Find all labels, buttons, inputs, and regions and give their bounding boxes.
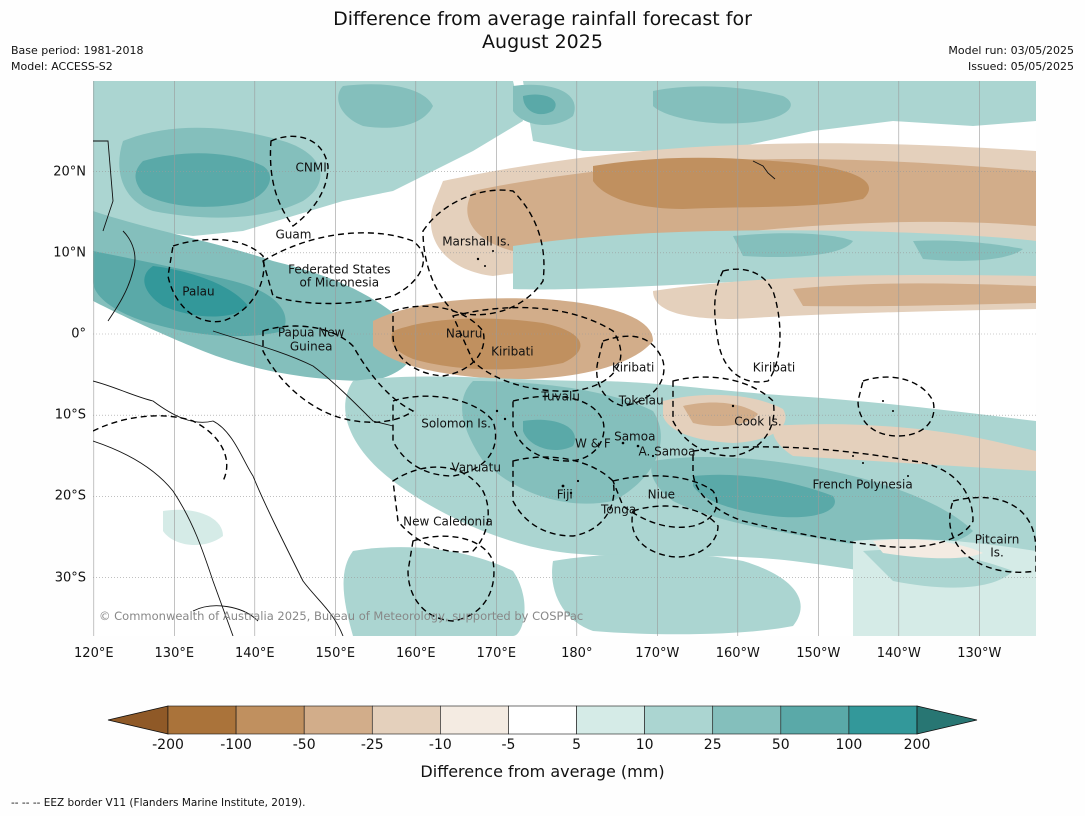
colorbar-swatch bbox=[576, 705, 645, 735]
place-label: Kiribati bbox=[491, 344, 534, 359]
colorbar-tick-label: 100 bbox=[835, 737, 863, 753]
colorbar-high-extend bbox=[916, 705, 978, 735]
colorbar-tick-label: -200 bbox=[152, 737, 184, 753]
place-label: Tuvalu bbox=[541, 389, 580, 404]
place-label: Kiribati bbox=[611, 360, 655, 375]
place-label: Solomon Is. bbox=[421, 416, 491, 431]
title-line-1: Difference from average rainfall forecas… bbox=[333, 8, 752, 30]
longitude-label: 130°W bbox=[957, 646, 1002, 661]
colorbar-swatch bbox=[371, 705, 441, 735]
longitude-label: 170°W bbox=[635, 646, 680, 661]
coastlines bbox=[93, 140, 776, 636]
colorbar-swatch bbox=[712, 705, 782, 735]
place-label: Tonga bbox=[601, 502, 637, 517]
longitude-label: 130°E bbox=[154, 646, 195, 661]
place-label: Pitcairn bbox=[974, 532, 1020, 547]
place-label: French Polynesia bbox=[812, 477, 913, 492]
longitude-label: 160°W bbox=[715, 646, 760, 661]
place-label: Federated States bbox=[288, 262, 391, 277]
latitude-label: 20°S bbox=[54, 488, 86, 504]
longitude-label: 150°E bbox=[315, 646, 356, 661]
place-label: Niue bbox=[647, 487, 675, 502]
place-label: Marshall Is. bbox=[442, 234, 511, 249]
place-label: CNMI bbox=[295, 160, 327, 175]
latitude-label: 10°S bbox=[54, 407, 86, 423]
colorbar-tick-label: -10 bbox=[428, 737, 452, 753]
place-label: Nauru bbox=[445, 326, 483, 341]
latitude-label: 30°S bbox=[54, 570, 86, 586]
place-label: Cook Is. bbox=[734, 414, 782, 429]
base-period-text: Base period: 1981-2018 bbox=[11, 44, 144, 57]
colorbar-swatch bbox=[780, 705, 850, 735]
place-label: Is. bbox=[990, 545, 1004, 560]
place-label: Papua New bbox=[277, 325, 345, 340]
island-markers bbox=[476, 250, 909, 495]
longitude-label: 120°E bbox=[74, 646, 114, 661]
copyright-text: © Commonwealth of Australia 2025, Bureau… bbox=[99, 609, 584, 623]
colorbar-swatch bbox=[644, 705, 714, 735]
map-title: Difference from average rainfall forecas… bbox=[0, 8, 1085, 54]
model-info: Base period: 1981-2018 Model: ACCESS-S2 bbox=[11, 43, 143, 75]
place-label: A. Samoa bbox=[638, 444, 696, 459]
longitude-label: 170°E bbox=[476, 646, 517, 661]
place-label: New Caledonia bbox=[403, 514, 493, 529]
colorbar-swatch bbox=[167, 705, 237, 735]
place-label: of Micronesia bbox=[299, 275, 380, 290]
longitude-label: 150°W bbox=[796, 646, 841, 661]
place-label: Fiji bbox=[556, 487, 573, 502]
colorbar-swatch bbox=[235, 705, 305, 735]
latitude-label: 0° bbox=[71, 326, 86, 342]
colorbar-tick-label: 25 bbox=[703, 737, 722, 753]
rainfall-anomaly-map bbox=[93, 81, 1036, 636]
place-label: Palau bbox=[182, 284, 215, 299]
colorbar-swatch bbox=[440, 705, 509, 735]
colorbar-tick-label: 10 bbox=[635, 737, 654, 753]
model-run-text: Model run: 03/05/2025 bbox=[948, 44, 1074, 57]
longitude-label: 180° bbox=[561, 646, 593, 661]
place-label: Tokelau bbox=[618, 393, 664, 408]
place-label: Samoa bbox=[614, 429, 656, 444]
colorbar-swatch bbox=[303, 705, 373, 735]
colorbar-swatch bbox=[848, 705, 918, 735]
eez-borders bbox=[93, 135, 1036, 622]
place-label: Guinea bbox=[289, 339, 333, 354]
place-label: Kiribati bbox=[752, 360, 796, 375]
colorbar-tick-label: -5 bbox=[501, 737, 516, 753]
colorbar-tick-label: 200 bbox=[903, 737, 931, 753]
colorbar-tick-label: -50 bbox=[292, 737, 316, 753]
longitude-label: 160°E bbox=[396, 646, 436, 661]
title-line-2: August 2025 bbox=[482, 31, 603, 53]
colorbar-tick-label: -25 bbox=[360, 737, 384, 753]
colorbar-tick-label: 5 bbox=[572, 737, 581, 753]
graticule bbox=[93, 81, 1036, 636]
place-label: Guam bbox=[275, 227, 312, 242]
latitude-label: 10°N bbox=[53, 245, 86, 261]
run-info: Model run: 03/05/2025 Issued: 05/05/2025 bbox=[948, 43, 1074, 75]
issued-date-text: Issued: 05/05/2025 bbox=[967, 60, 1074, 73]
colorbar-tick-label: -100 bbox=[220, 737, 252, 753]
latitude-label: 20°N bbox=[53, 164, 86, 180]
eez-legend-note: -- -- -- EEZ border V11 (Flanders Marine… bbox=[11, 797, 306, 809]
colorbar-tick-label: 50 bbox=[771, 737, 790, 753]
place-label: Vanuatu bbox=[451, 460, 501, 475]
model-name-text: Model: ACCESS-S2 bbox=[11, 60, 113, 73]
place-label: W & F bbox=[575, 436, 611, 451]
longitude-label: 140°W bbox=[876, 646, 921, 661]
colorbar-low-extend bbox=[107, 705, 169, 735]
longitude-label: 140°E bbox=[235, 646, 275, 661]
colorbar-swatch bbox=[508, 705, 577, 735]
colorbar-title: Difference from average (mm) bbox=[420, 762, 665, 781]
